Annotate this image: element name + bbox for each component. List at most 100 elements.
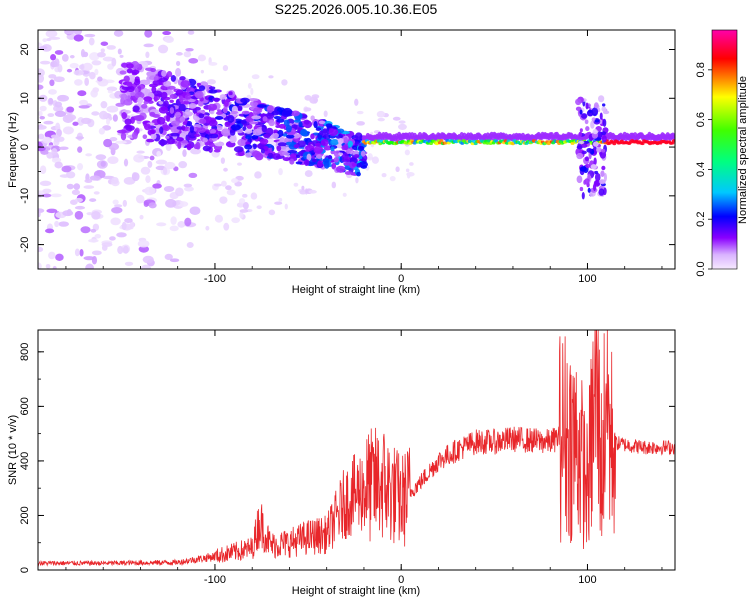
spectrogram-noise-blob (80, 49, 86, 58)
spectrogram-transition-blob (315, 142, 322, 147)
spectrogram-haze-blob (226, 189, 236, 196)
spectrogram-noise-blob (51, 157, 62, 163)
spectrogram-transition-blob (298, 121, 303, 128)
colorbar-tick-label: 0.4 (695, 162, 707, 177)
spectrogram-transition-blob (132, 105, 140, 112)
spectrogram-transition-blob (148, 83, 158, 88)
spectrogram-noise-blob (135, 194, 145, 204)
spectrogram-transition-blob (311, 158, 317, 163)
spectrogram-noise-blob (74, 197, 83, 203)
spectrogram-haze-blob (237, 162, 242, 166)
spectrogram-noise-blob (140, 166, 151, 175)
spectrogram-haze-blob (256, 205, 262, 210)
spectrogram-noise-blob (79, 99, 88, 106)
spectrogram-noise-blob (71, 189, 80, 196)
spectrogram-transition-blob (141, 103, 148, 109)
spectrogram-noise-blob (64, 114, 77, 121)
spectrogram-y-ticks: -20 -10 0 10 20 (19, 43, 675, 270)
spectrogram-noise-blob (142, 255, 154, 264)
spectrogram-noise-blob (82, 62, 93, 71)
spectrogram-transition-blob (306, 153, 312, 162)
spectrogram-transition-blob (152, 90, 163, 97)
spectrogram-haze-blob (404, 149, 410, 156)
spectrogram-transition-blob (338, 152, 344, 156)
spectrogram-transition-blob (169, 107, 175, 114)
spectrogram-disturbance-blob (593, 102, 599, 109)
spectrogram-transition-blob (315, 154, 323, 159)
spectrogram-transition-blob (126, 68, 133, 74)
spectrogram-noise-blob (89, 71, 96, 80)
spectrogram-y-tick-label: 20 (19, 43, 31, 55)
spectrogram-transition-blob (153, 96, 158, 102)
spectrogram-transition-blob (271, 110, 280, 116)
spectrogram-transition-blob (257, 104, 267, 108)
spectrogram-transition-blob (195, 141, 201, 149)
spectrogram-disturbance-blob (585, 163, 591, 169)
spectrogram-transition-blob (194, 106, 201, 111)
spectrogram-transition-blob (180, 80, 191, 88)
spectrogram-transition-blob (227, 115, 235, 123)
spectrogram-noise-blob (112, 114, 118, 122)
spectrogram-noise-blob (136, 150, 145, 154)
spectrogram-noise-blob (66, 106, 75, 113)
spectrogram-noise-blob (116, 232, 127, 238)
spectrogram-transition-blob (126, 63, 134, 69)
spectrogram-haze-blob (331, 181, 337, 189)
spectrogram-noise-blob (38, 84, 44, 90)
spectrogram-noise-blob (38, 74, 45, 83)
spectrogram-x-axis-label: Height of straight line (km) (292, 284, 420, 296)
spectrogram-y-axis-label: Frequency (Hz) (7, 112, 19, 188)
spectrogram-disturbance-blob (598, 188, 605, 196)
spectrogram-transition-blob (202, 145, 211, 152)
snr-x-axis-label: Height of straight line (km) (292, 585, 420, 597)
spectrogram-disturbance-blob (576, 152, 584, 160)
spectrogram-noise-blob (106, 45, 116, 50)
spectrogram-noise-blob (62, 126, 74, 135)
spectrogram-noise-blob (102, 175, 115, 180)
spectrogram-transition-blob (279, 146, 289, 152)
spectrogram-transition-blob (233, 146, 244, 153)
spectrogram-noise-blob (90, 228, 97, 233)
spectrogram-noise-blob (91, 60, 102, 66)
spectrogram-transition-blob (123, 75, 130, 83)
snr-frame (37, 329, 676, 571)
spectrogram-transition-blob (146, 70, 156, 77)
spectrogram-transition-blob (322, 128, 328, 135)
spectrogram-noise-blob (89, 175, 101, 181)
spectrogram-transition-blob (285, 125, 292, 133)
spectrogram-noise-blob (169, 225, 179, 232)
spectrogram-noise-blob (52, 265, 57, 269)
spectrogram-noise-blob (162, 31, 171, 36)
spectrogram-transition-blob (266, 105, 274, 114)
snr-y-tick-label: 200 (19, 506, 31, 524)
spectrogram-transition-blob (244, 144, 253, 150)
spectrogram-haze-blob (398, 123, 407, 131)
spectrogram-noise-blob (99, 110, 108, 120)
snr-x-ticks: -100 0 100 (65, 330, 663, 586)
spectrogram-transition-blob (208, 142, 216, 148)
spectrogram-noise-blob (155, 159, 168, 165)
spectrogram-x-tick-label: -100 (204, 273, 226, 285)
spectrogram-transition-blob (188, 102, 197, 109)
spectrogram-noise-blob (39, 105, 47, 112)
spectrogram-haze-blob (381, 172, 387, 178)
spectrogram-noise-blob (45, 228, 55, 234)
spectrogram-transition-blob (215, 111, 224, 115)
spectrogram-transition-blob (163, 100, 169, 107)
spectrogram-transition-blob (290, 154, 297, 158)
spectrogram-disturbance-blob (601, 106, 607, 112)
spectrogram-signal-core (671, 139, 675, 143)
spectrogram-transition-blob (219, 94, 227, 100)
spectrogram-noise-blob (73, 30, 83, 36)
spectrogram-noise-blob (66, 68, 73, 73)
spectrogram-noise-blob (165, 198, 177, 208)
spectrogram-haze-blob (406, 172, 411, 179)
colorbar-label: Normalized spectral amplitude (737, 76, 749, 224)
spectrogram-noise-blob (50, 193, 62, 198)
spectrogram-transition-blob (124, 118, 132, 126)
spectrogram-transition-blob (261, 125, 268, 133)
spectrogram-haze-blob (221, 180, 227, 187)
spectrogram-transition-blob (179, 97, 184, 103)
spectrogram-transition-blob (166, 114, 171, 122)
spectrogram-transition-blob (217, 109, 222, 113)
